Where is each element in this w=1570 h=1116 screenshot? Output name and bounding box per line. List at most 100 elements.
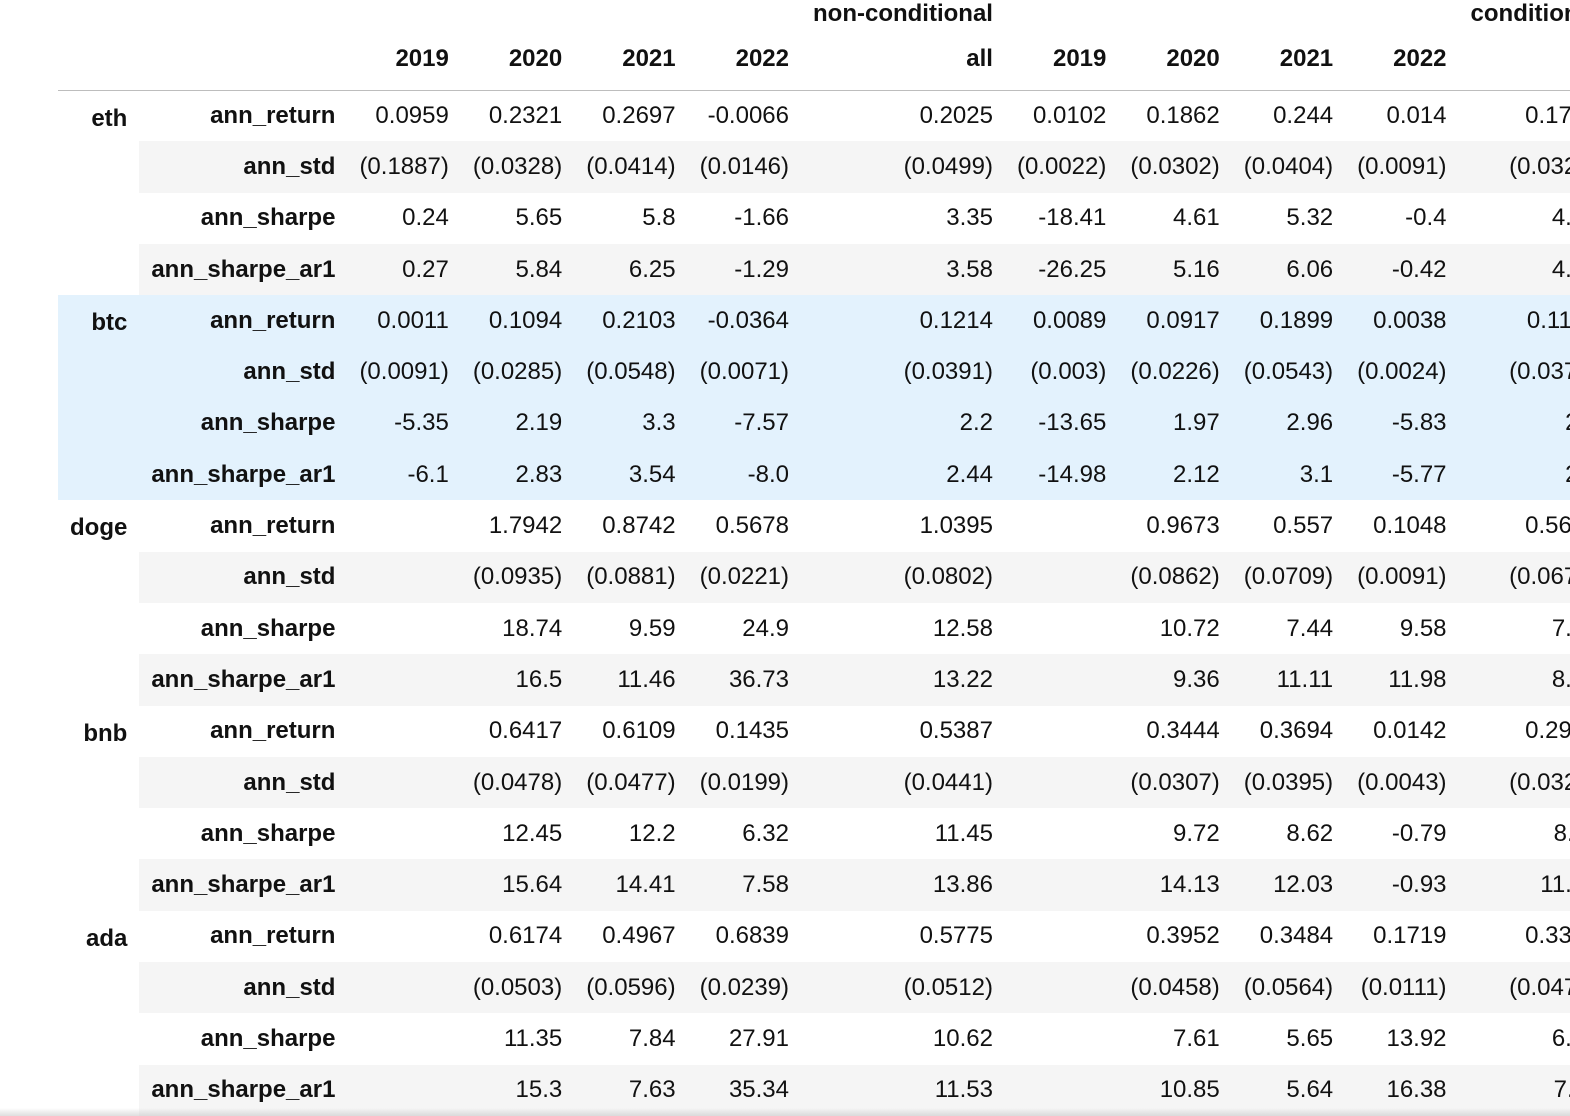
table-cell: -1.29 — [687, 243, 801, 296]
table-cell: 8.62 — [1286, 819, 1334, 847]
table-row: ann_sharpe 18.74 9.59 24.9 12.58 10.72 7.44 9.5… — [58, 603, 1570, 654]
table-cell: (0.0414) — [574, 141, 688, 193]
table-cell: 12.58 — [932, 614, 993, 642]
group-spacer — [1345, 0, 1458, 28]
table-cell — [347, 1013, 460, 1064]
table-cell: 0.1214 — [801, 295, 1005, 347]
table-cell: 27.91 — [728, 1024, 789, 1052]
table-cell: 10.72 — [1159, 614, 1220, 642]
table-header: non-conditional conditional 2019 2020 20… — [58, 0, 1570, 91]
table-cell: (0.0199) — [687, 756, 801, 809]
table-cell: (0.0146) — [687, 141, 801, 193]
table-cell: 0.0038 — [1345, 295, 1459, 347]
year-header: 2021 — [1231, 28, 1346, 91]
row-label: ann_std — [139, 962, 348, 1014]
table-cell: (0.0024) — [1345, 346, 1459, 398]
row-label: ann_std — [139, 346, 348, 398]
table-cell — [347, 859, 461, 911]
table-cell: 5.32 — [1286, 204, 1334, 232]
table-cell: -13.65 — [1004, 397, 1119, 450]
table-cell: 14.13 — [1118, 859, 1232, 911]
table-cell: 5.65 — [515, 204, 563, 232]
table-cell: 3.58 — [801, 243, 1005, 296]
table-cell: 10.62 — [932, 1024, 993, 1052]
table-cell: 3.3 — [574, 397, 688, 450]
row-group-label: btc — [58, 295, 140, 501]
table-cell: 16.38 — [1345, 1064, 1459, 1116]
table-cell: (0.0543) — [1231, 346, 1346, 398]
table-cell: 7.44 — [1286, 614, 1334, 642]
table-cell: 2.2 — [801, 397, 1005, 450]
table-cell: 0.3952 — [1146, 922, 1220, 950]
table-cell: 6.32 — [742, 819, 789, 847]
table-row: ann_std (0.0478) (0.0477) (0.0199) (0.0441) (… — [58, 756, 1570, 809]
table-cell: (0.0239) — [687, 962, 801, 1014]
table-cell — [1005, 500, 1118, 551]
table-cell: 12.03 — [1231, 859, 1346, 911]
row-group-label: bnb — [58, 705, 140, 911]
table-cell: (0.0458) — [1118, 962, 1232, 1014]
table-cell: (0.0285) — [460, 346, 575, 398]
table-cell: 11.35 — [503, 1024, 563, 1052]
table-cell: (0.0471) — [1458, 962, 1570, 1014]
table-cell: 4.33 — [1551, 204, 1570, 232]
table-cell: -5.35 — [347, 397, 461, 450]
table-cell: (0.0091) — [1345, 551, 1459, 603]
table-cell: 0.0102 — [1032, 101, 1107, 129]
table-row: ann_sharpe_ar1 15.3 7.63 35.34 11.53 10.85 5.6… — [58, 1064, 1570, 1116]
table-row: bnb ann_return 0.6417 0.6109 0.1435 0.5387 0.3… — [58, 705, 1570, 911]
year-header: 2022 — [687, 28, 801, 91]
table-cell: 9.36 — [1118, 654, 1232, 706]
table-cell: 4.89 — [1458, 243, 1570, 296]
table-cell: 3.1 — [1231, 449, 1346, 501]
table-cell: (0.0071) — [687, 346, 801, 398]
table-cell: -26.25 — [1004, 243, 1119, 296]
group-spacer — [347, 0, 460, 28]
table-cell: (0.0302) — [1118, 141, 1232, 193]
table-cell: 0.27 — [347, 243, 461, 296]
table-row: ann_std (0.0503) (0.0596) (0.0239) (0.0512) (… — [58, 962, 1570, 1014]
table-cell: 9.72 — [1173, 819, 1220, 847]
table-cell: 8.11 — [1553, 819, 1570, 847]
table-cell: 6.41 — [1551, 1024, 1570, 1052]
table-cell: (0.0709) — [1231, 551, 1346, 603]
row-label: ann_sharpe — [139, 397, 348, 450]
table-cell: (0.0328) — [460, 141, 575, 193]
table-cell: 0.5387 — [919, 717, 993, 745]
table-cell: -7.57 — [687, 397, 801, 450]
table-cell: (0.0111) — [1345, 962, 1459, 1014]
table-cell: 0.9673 — [1146, 512, 1220, 540]
row-label: ann_sharpe — [200, 1024, 336, 1052]
table-row: ann_std (0.0091) (0.0285) (0.0548) (0.0071)(… — [58, 346, 1570, 398]
table-cell: -14.98 — [1004, 449, 1119, 501]
table-cell — [347, 500, 460, 551]
table-cell: 5.84 — [460, 243, 575, 296]
table-cell — [1004, 1064, 1119, 1116]
table-cell: 35.34 — [687, 1064, 801, 1116]
row-label: ann_return — [210, 512, 336, 540]
table-cell: 2.96 — [1231, 397, 1346, 450]
row-label: ann_std — [139, 551, 348, 603]
table-cell — [347, 603, 460, 654]
table-cell — [347, 654, 461, 706]
year-header: 2019 — [347, 28, 461, 91]
table-cell: 0.5775 — [919, 922, 993, 950]
table-cell: 0.1741 — [1525, 101, 1570, 129]
row-label: ann_std — [139, 756, 348, 809]
table-cell: 0.6174 — [488, 922, 563, 950]
table-row: ann_sharpe -5.35 2.19 3.3 -7.57 2.2 -13.65 1.97… — [58, 397, 1570, 450]
table-row: ann_std (0.0935) (0.0881) (0.0221) (0.0802) (… — [58, 551, 1570, 603]
table-cell — [1005, 808, 1118, 859]
table-cell — [347, 551, 461, 603]
table-cell: (0.0675) — [1458, 551, 1570, 603]
table-cell — [1005, 603, 1118, 654]
row-label: ann_sharpe_ar1 — [139, 243, 348, 296]
table-cell — [347, 756, 461, 809]
table-cell: (0.0307) — [1118, 756, 1232, 809]
table-row: ann_sharpe 0.24 5.65 5.8 -1.66 3.35 -18.41 4.61… — [58, 193, 1570, 244]
table-cell: 0.6839 — [715, 922, 789, 950]
table-cell: -18.41 — [1038, 204, 1107, 232]
table-cell: 0.2321 — [488, 101, 563, 129]
table-cell — [1005, 706, 1118, 757]
table-cell: 0.24 — [402, 204, 449, 232]
